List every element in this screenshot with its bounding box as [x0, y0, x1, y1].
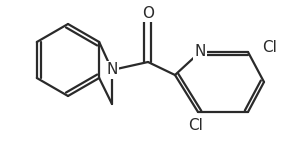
Text: O: O [142, 5, 154, 21]
Text: N: N [106, 62, 118, 78]
Text: Cl: Cl [189, 119, 203, 133]
Text: Cl: Cl [262, 40, 277, 55]
Text: N: N [194, 45, 206, 59]
